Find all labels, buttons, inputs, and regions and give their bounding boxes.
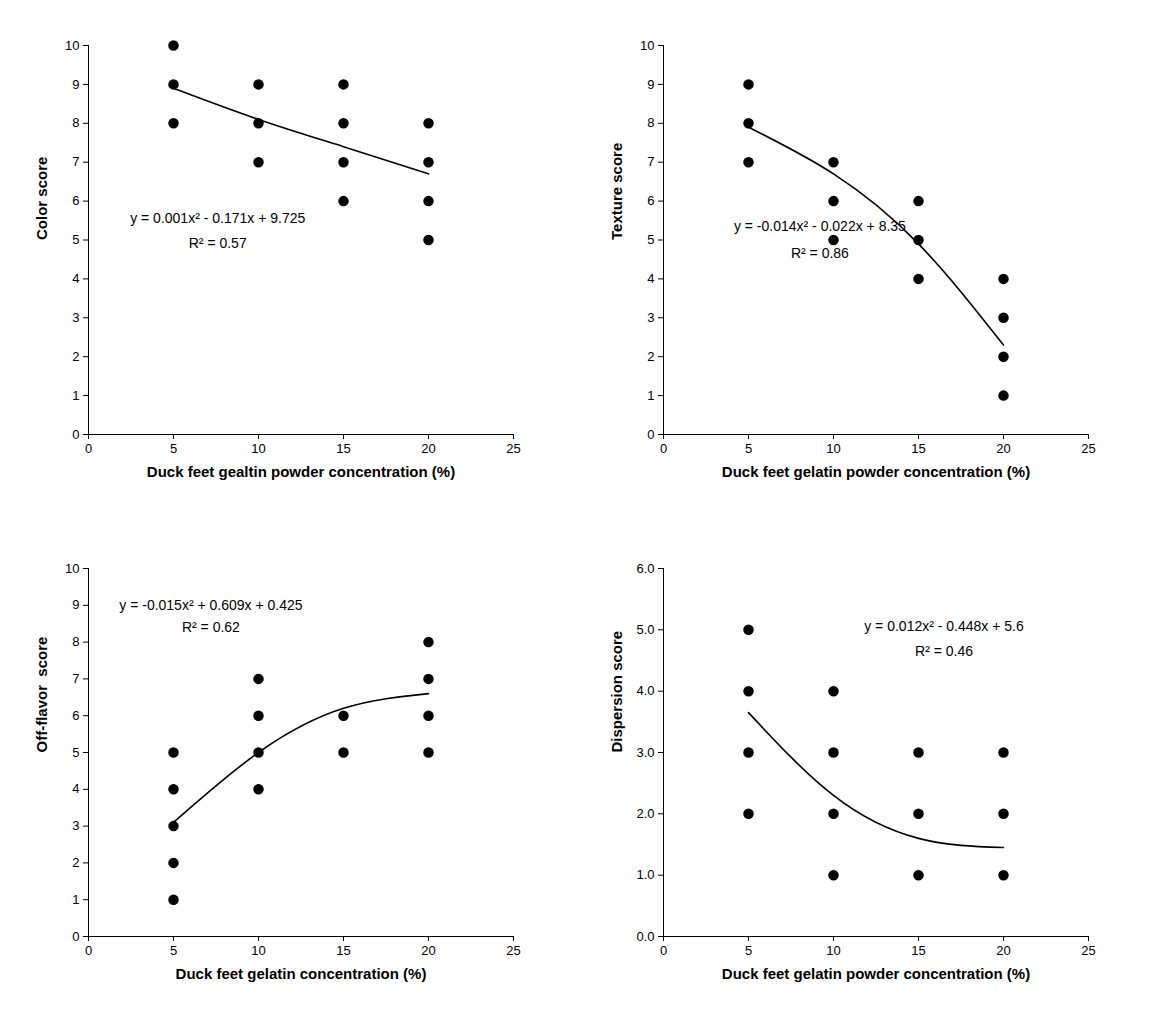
svg-text:9: 9 [647,77,654,92]
svg-text:4.0: 4.0 [636,683,654,698]
svg-text:4: 4 [72,781,79,796]
svg-text:0: 0 [660,943,667,958]
svg-text:5: 5 [170,943,177,958]
svg-text:9: 9 [72,77,79,92]
svg-text:6: 6 [72,708,79,723]
svg-text:3: 3 [647,310,654,325]
svg-text:Duck feet gelatin powder conce: Duck feet gelatin powder concentration (… [722,965,1030,982]
svg-text:6.0: 6.0 [636,561,654,576]
svg-text:Duck feet gelatin powder conce: Duck feet gelatin powder concentration (… [722,463,1030,480]
svg-text:15: 15 [336,441,350,456]
svg-text:5: 5 [170,441,177,456]
svg-text:25: 25 [1081,943,1095,958]
svg-text:0: 0 [85,943,92,958]
svg-text:8: 8 [647,115,654,130]
svg-text:5: 5 [745,441,752,456]
svg-text:2.0: 2.0 [636,806,654,821]
svg-text:0: 0 [72,929,79,944]
svg-text:10: 10 [251,943,265,958]
svg-text:10: 10 [65,561,79,576]
svg-text:1: 1 [647,388,654,403]
svg-text:4: 4 [72,271,79,286]
svg-text:5.0: 5.0 [636,622,654,637]
svg-text:20: 20 [421,943,435,958]
svg-text:0.0: 0.0 [636,929,654,944]
svg-text:y = -0.014x² - 0.022x + 8.35: y = -0.014x² - 0.022x + 8.35 [734,218,906,234]
svg-text:0: 0 [660,441,667,456]
svg-text:5: 5 [647,232,654,247]
svg-text:2: 2 [647,349,654,364]
svg-text:7: 7 [647,154,654,169]
svg-text:Duck feet gelatin concentratio: Duck feet gelatin concentration (%) [176,965,427,982]
svg-text:1.0: 1.0 [636,867,654,882]
svg-text:7: 7 [72,154,79,169]
svg-text:6: 6 [647,193,654,208]
svg-text:R² = 0.62: R² = 0.62 [182,619,240,635]
svg-text:1: 1 [72,388,79,403]
svg-text:10: 10 [65,38,79,53]
svg-text:4: 4 [647,271,654,286]
svg-text:9: 9 [72,597,79,612]
svg-text:5: 5 [745,943,752,958]
svg-text:R² = 0.86: R² = 0.86 [791,245,849,261]
svg-text:y = -0.015x² + 0.609x + 0.425: y = -0.015x² + 0.609x + 0.425 [119,597,303,613]
svg-text:20: 20 [421,441,435,456]
svg-text:y = 0.012x² - 0.448x + 5.6: y = 0.012x² - 0.448x + 5.6 [864,618,1024,634]
svg-text:5: 5 [72,745,79,760]
svg-text:10: 10 [251,441,265,456]
svg-text:2: 2 [72,349,79,364]
svg-text:R² = 0.46: R² = 0.46 [915,643,973,659]
svg-text:Off-flavor score: Off-flavor score [33,637,50,753]
svg-text:6: 6 [72,193,79,208]
svg-text:10: 10 [640,38,654,53]
svg-text:0: 0 [647,427,654,442]
svg-text:2: 2 [72,855,79,870]
svg-text:Dispersion score: Dispersion score [608,631,625,753]
svg-text:8: 8 [72,634,79,649]
svg-text:15: 15 [911,441,925,456]
svg-text:0: 0 [85,441,92,456]
svg-text:3: 3 [72,818,79,833]
svg-text:10: 10 [826,943,840,958]
svg-text:Texture score: Texture score [608,143,625,240]
svg-text:25: 25 [1081,441,1095,456]
svg-text:15: 15 [336,943,350,958]
svg-text:Color score: Color score [33,157,50,240]
svg-text:20: 20 [996,943,1010,958]
svg-text:y = 0.001x² - 0.171x + 9.725: y = 0.001x² - 0.171x + 9.725 [130,210,305,226]
svg-text:8: 8 [72,115,79,130]
svg-text:3: 3 [72,310,79,325]
svg-text:20: 20 [996,441,1010,456]
svg-text:7: 7 [72,671,79,686]
svg-text:0: 0 [72,427,79,442]
svg-text:25: 25 [506,943,520,958]
svg-text:5: 5 [72,232,79,247]
svg-text:15: 15 [911,943,925,958]
svg-text:10: 10 [826,441,840,456]
svg-text:3.0: 3.0 [636,745,654,760]
svg-text:R² = 0.57: R² = 0.57 [189,235,247,251]
svg-text:Duck feet gealtin powder conce: Duck feet gealtin powder concentration (… [147,463,455,480]
svg-text:1: 1 [72,892,79,907]
svg-text:25: 25 [506,441,520,456]
